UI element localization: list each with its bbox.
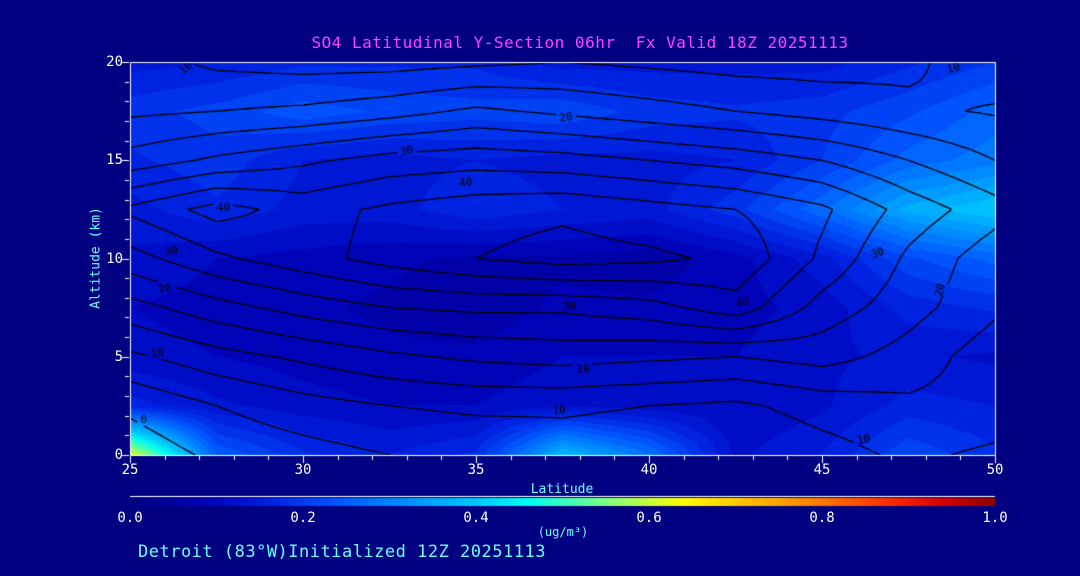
x-tick-label: 50 (986, 462, 1004, 478)
y-axis-label: Altitude (km) (88, 207, 104, 309)
colorbar-tick-label: 0.4 (463, 510, 489, 526)
y-tick-label: 10 (106, 250, 123, 267)
y-tick-label: 5 (114, 348, 123, 365)
chart-title: SO4 Latitudinal Y-Section 06hr Fx Valid … (311, 33, 849, 52)
y-tick-label: 15 (106, 152, 123, 169)
colorbar-tick-label: 0.6 (636, 510, 662, 526)
colorbar-tick-label: 0.0 (117, 510, 143, 526)
x-tick-label: 40 (640, 462, 658, 478)
y-tick-label: 0 (114, 447, 123, 463)
colorbar-units: (ug/m³) (537, 525, 589, 539)
x-tick-label: 45 (813, 462, 831, 478)
colorbar-tick-label: 0.2 (290, 510, 316, 526)
x-tick-label: 30 (294, 462, 312, 478)
colorbar-tick-label: 1.0 (982, 510, 1008, 526)
y-tick-label: 20 (106, 54, 123, 70)
x-tick-label: 25 (121, 462, 139, 478)
x-axis-label: Latitude (530, 482, 594, 497)
init-annotation: Detroit (83°W)Initialized 12Z 20251113 (138, 542, 546, 562)
x-tick-label: 35 (467, 462, 485, 478)
colorbar-tick-label: 0.8 (809, 510, 835, 526)
